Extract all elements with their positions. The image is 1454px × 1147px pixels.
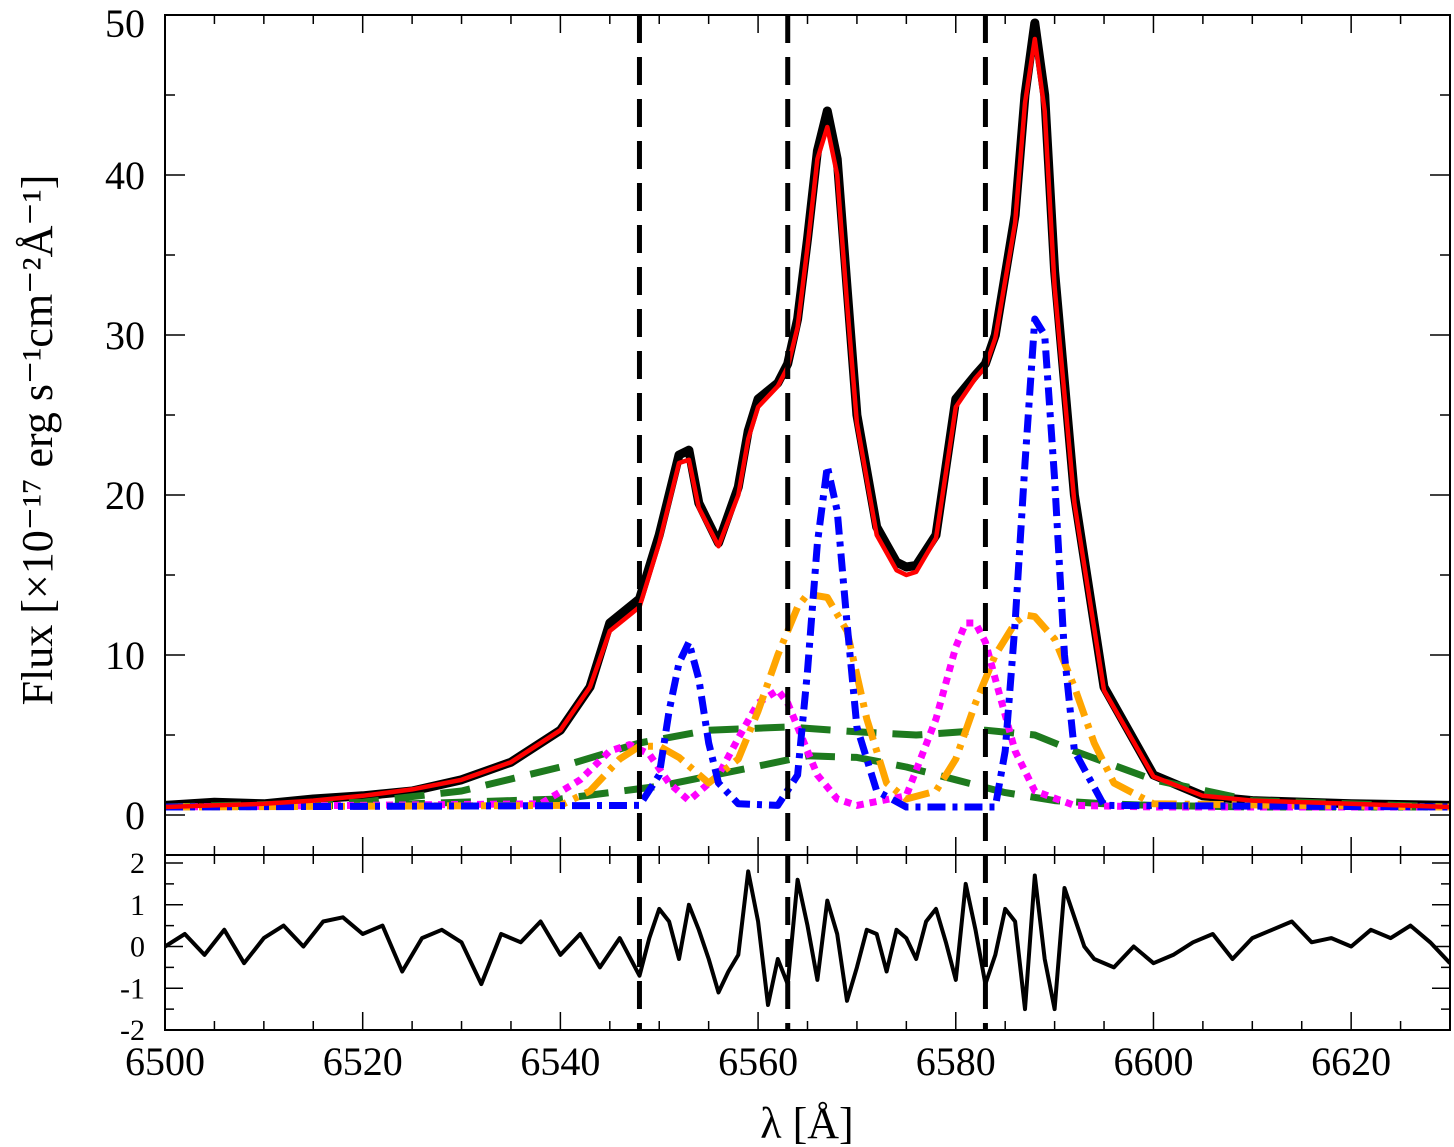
series-line-residual [165, 869, 1450, 1012]
main-plot-area [165, 15, 1450, 855]
main-y-tick-label: 10 [105, 633, 145, 678]
series-line-narrow-component-magenta [165, 619, 1450, 811]
main-tick-marks [164, 14, 1451, 855]
residual-y-tick-label: -2 [120, 1014, 145, 1047]
residual-y-tick-label: -1 [120, 972, 145, 1005]
x-tick-label: 6620 [1311, 1039, 1391, 1084]
series-line-broad-component-1 [165, 723, 1450, 811]
residual-panel-frame [164, 854, 1451, 1031]
x-tick-label: 6540 [520, 1039, 600, 1084]
main-y-tick-labels: 0 10 20 30 40 50 [105, 1, 145, 838]
series-line-observed [165, 18, 1450, 810]
x-tick-labels: 6500 6520 6540 6560 6580 6600 6620 [125, 1039, 1391, 1084]
residual-y-tick-label: 0 [130, 931, 145, 964]
x-tick-label: 6520 [323, 1039, 403, 1084]
residual-y-tick-label: 1 [130, 889, 145, 922]
y-axis-title: Flux [×10⁻¹⁷ erg s⁻¹cm⁻²Å⁻¹] [13, 175, 62, 706]
x-tick-label: 6500 [125, 1039, 205, 1084]
main-y-tick-label: 40 [105, 153, 145, 198]
main-y-tick-label: 50 [105, 1, 145, 46]
x-tick-label: 6600 [1113, 1039, 1193, 1084]
main-y-tick-label: 20 [105, 473, 145, 518]
series-line-narrow-component-blue [165, 315, 1450, 811]
main-y-tick-label: 0 [125, 793, 145, 838]
x-tick-label: 6580 [916, 1039, 996, 1084]
residual-plot-area [165, 855, 1450, 1030]
x-axis-title: λ [Å] [760, 1099, 853, 1147]
residual-y-tick-labels: -2 -1 0 1 2 [120, 847, 145, 1047]
x-tick-label: 6560 [718, 1039, 798, 1084]
main-y-tick-label: 30 [105, 313, 145, 358]
residual-tick-marks [164, 855, 1451, 1031]
series-line-intermediate-component-orange [165, 590, 1450, 811]
series-line-total-fit [165, 36, 1450, 810]
residual-panel: -2 -1 0 1 2 [120, 847, 1451, 1047]
main-panel: 0 10 20 30 40 50 [105, 1, 1451, 856]
residual-y-tick-label: 2 [130, 847, 145, 880]
